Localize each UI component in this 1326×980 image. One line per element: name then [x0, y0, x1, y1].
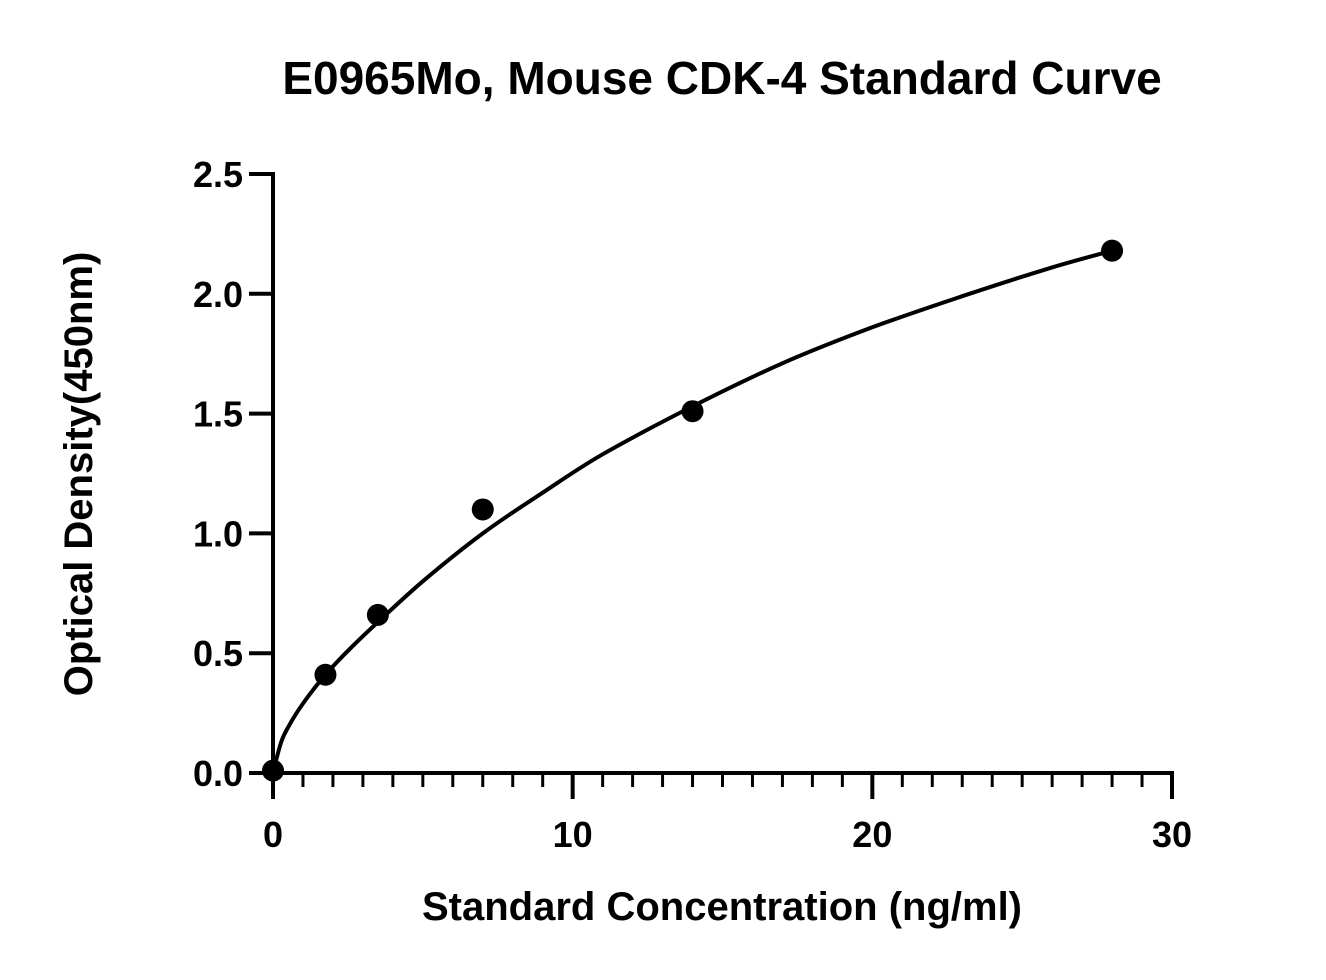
- data-point: [471, 498, 494, 521]
- x-tick-label: 30: [1152, 814, 1192, 855]
- data-points: [262, 239, 1124, 782]
- y-tick-label: 2.0: [193, 274, 243, 315]
- y-axis-label: Optical Density(450nm): [57, 252, 101, 697]
- data-point: [366, 603, 389, 626]
- y-tick-label: 0.0: [193, 753, 243, 794]
- y-tick-label: 2.5: [193, 154, 243, 195]
- y-tick-label: 0.5: [193, 633, 243, 674]
- y-tick-label: 1.5: [193, 394, 243, 435]
- data-point: [314, 663, 337, 686]
- x-axis: 0 10 20 30: [263, 771, 1192, 855]
- x-tick-label: 20: [852, 814, 892, 855]
- data-point: [681, 400, 704, 423]
- y-axis: 0.0 0.5 1.0 1.5 2.0 2.5: [193, 154, 275, 794]
- x-axis-label: Standard Concentration (ng/ml): [422, 885, 1022, 929]
- data-point: [1101, 239, 1124, 262]
- x-tick-label: 10: [553, 814, 593, 855]
- x-tick-label: 0: [263, 814, 283, 855]
- chart-title: E0965Mo, Mouse CDK-4 Standard Curve: [282, 52, 1161, 104]
- y-tick-label: 1.0: [193, 513, 243, 554]
- data-point: [262, 759, 284, 782]
- fit-curve-line: [271, 248, 1113, 774]
